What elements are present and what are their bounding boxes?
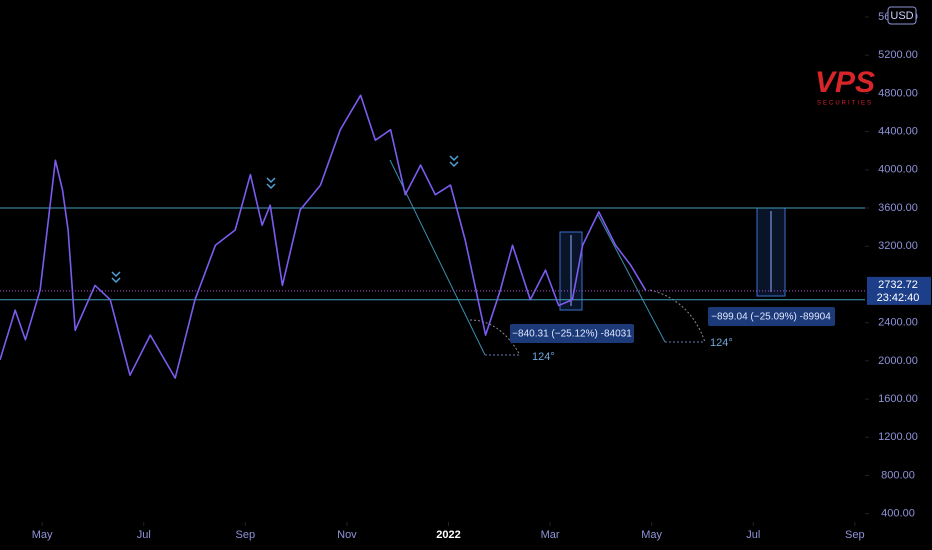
x-tick-label: Sep (236, 529, 256, 541)
y-tick-label: 3600.00 (878, 202, 918, 214)
x-tick-label: Sep (845, 529, 865, 541)
currency-label: USD (890, 10, 913, 22)
price-label: 2732.72 (878, 279, 918, 291)
countdown-label: 23:42:40 (877, 292, 920, 304)
annotation: 124° (532, 351, 555, 363)
price-line (0, 94, 647, 379)
x-tick-label: Jul (137, 529, 151, 541)
y-tick-label: 3200.00 (878, 240, 918, 252)
currency-badge (887, 6, 917, 25)
y-tick-label: 5200.00 (878, 49, 918, 61)
x-tick-label: Nov (337, 529, 357, 541)
y-tick-label: 1200.00 (878, 431, 918, 443)
annotation: 124° (710, 337, 733, 349)
trend-line (597, 214, 666, 343)
y-tick-label: 4400.00 (878, 126, 918, 138)
angle-base (485, 341, 705, 356)
x-tick-label: Mar (541, 529, 560, 541)
y-tick-label: 2400.00 (878, 317, 918, 329)
y-tick-label: 800.00 (881, 469, 915, 481)
y-tick-label: 4800.00 (878, 87, 918, 99)
annotation: −840.31 (−25.12%) -84031 (512, 329, 632, 340)
angle-arc (469, 289, 706, 356)
annotation-box (510, 324, 634, 343)
chevron-marker (111, 155, 459, 284)
annotation: −899.04 (−25.09%) -89904 (711, 312, 831, 323)
logo-subtitle: SECURITIES (817, 101, 873, 107)
x-tick-label: May (32, 529, 53, 541)
logo: VPS (815, 66, 875, 99)
price-badge (867, 276, 931, 305)
y-tick-label: 1600.00 (878, 393, 918, 405)
x-tick-label: Jul (746, 529, 760, 541)
x-tick-label: May (641, 529, 662, 541)
plot (0, 94, 865, 379)
y-tick-label: 400.00 (881, 508, 915, 520)
x-tick-label: 2022 (436, 529, 460, 541)
y-tick-label: 4000.00 (878, 164, 918, 176)
y-tick-label: 2000.00 (878, 355, 918, 367)
annotation-box (708, 307, 835, 326)
